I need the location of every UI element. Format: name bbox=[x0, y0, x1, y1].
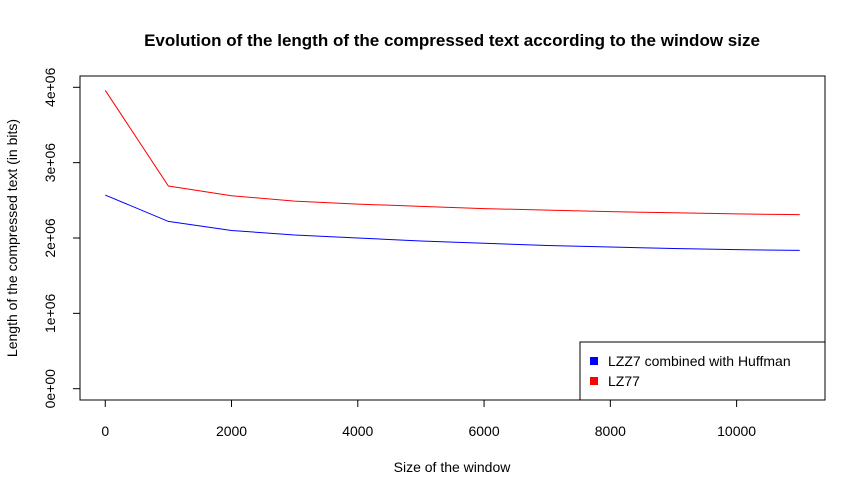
legend-box bbox=[579, 341, 826, 401]
legend-label-2: LZ77 bbox=[608, 373, 640, 389]
series-layer bbox=[104, 90, 800, 251]
x-tick-label: 4000 bbox=[342, 423, 373, 439]
y-tick-label: 3e+06 bbox=[42, 143, 58, 183]
legend-label-1: LZZ7 combined with Huffman bbox=[608, 353, 791, 369]
x-tick-label: 0 bbox=[101, 423, 109, 439]
x-tick-label: 8000 bbox=[595, 423, 626, 439]
x-tick-label: 10000 bbox=[717, 423, 756, 439]
y-tick-label: 1e+06 bbox=[42, 293, 58, 333]
chart-title: Evolution of the length of the compresse… bbox=[144, 31, 760, 50]
series-line-1 bbox=[105, 194, 800, 251]
y-axis: 0e+00 1e+06 2e+06 3e+06 4e+06 bbox=[42, 67, 81, 409]
x-axis-label: Size of the window bbox=[394, 459, 512, 475]
x-tick-label: 6000 bbox=[468, 423, 499, 439]
y-axis-label: Length of the compressed text (in bits) bbox=[4, 119, 20, 357]
y-tick-label: 0e+00 bbox=[42, 369, 58, 409]
y-tick-label: 2e+06 bbox=[42, 218, 58, 258]
legend: LZZ7 combined with Huffman LZ77 bbox=[579, 341, 826, 401]
x-tick-label: 2000 bbox=[216, 423, 247, 439]
legend-swatch-1 bbox=[590, 357, 598, 365]
series-line-2 bbox=[104, 90, 800, 216]
x-axis: 0 2000 4000 6000 8000 10000 bbox=[101, 399, 756, 439]
y-tick-label: 4e+06 bbox=[42, 67, 58, 107]
legend-swatch-2 bbox=[590, 377, 598, 385]
